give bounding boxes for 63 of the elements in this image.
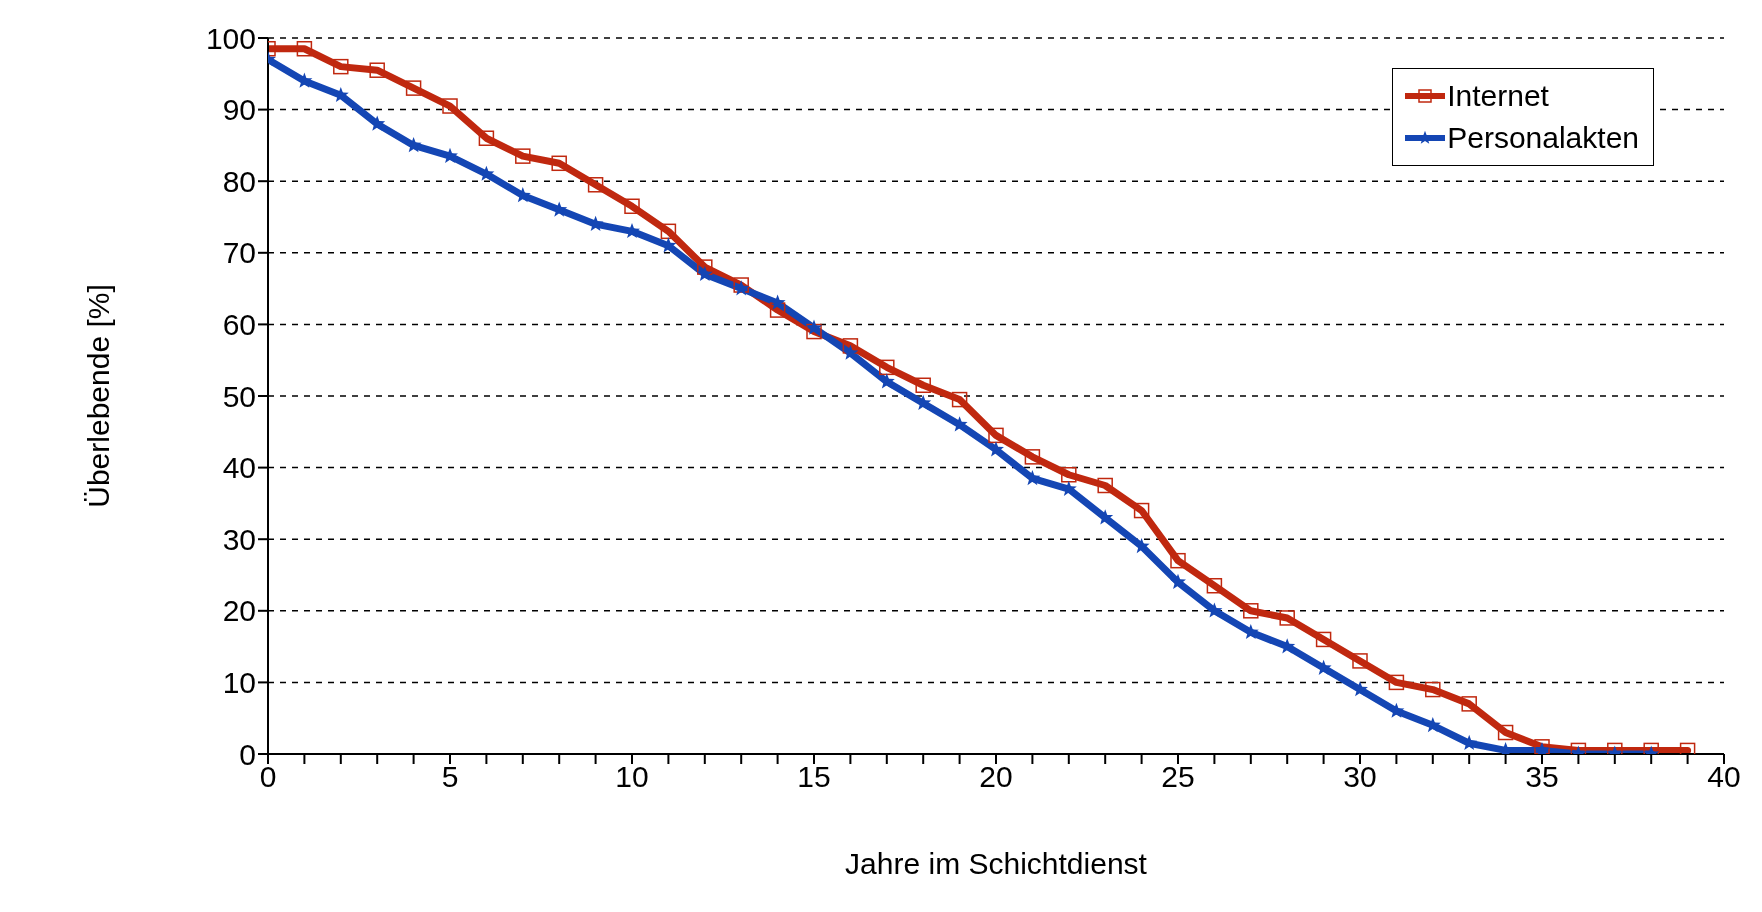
y-tick-label: 0	[239, 737, 256, 771]
point	[806, 319, 822, 335]
point	[296, 40, 313, 57]
y-tick-label: 90	[222, 93, 256, 127]
point	[1388, 674, 1405, 691]
point	[1461, 696, 1477, 712]
y-tick-label: 80	[222, 164, 256, 198]
point	[1497, 724, 1514, 741]
point	[988, 427, 1004, 444]
point	[915, 377, 931, 394]
y-axis-title: Überlebende [%]	[81, 284, 115, 508]
y-tick-label: 20	[222, 594, 256, 628]
point	[951, 391, 968, 408]
point	[842, 344, 859, 360]
point	[515, 148, 531, 164]
legend-label: Personalakten	[1447, 121, 1639, 155]
point	[879, 359, 895, 376]
point	[1352, 653, 1368, 669]
y-tick-label: 10	[222, 666, 256, 700]
point	[1133, 502, 1150, 519]
point	[587, 177, 604, 193]
y-tick-label: 100	[205, 21, 256, 55]
point	[806, 323, 822, 340]
x-tick-label: 35	[1525, 760, 1559, 794]
point	[1243, 603, 1259, 619]
point	[1061, 467, 1077, 483]
point	[1024, 449, 1041, 465]
x-tick-label: 5	[441, 760, 459, 794]
y-tick-label: 60	[222, 308, 256, 342]
point	[1133, 537, 1150, 554]
x-tick-label: 10	[615, 760, 649, 794]
point	[1425, 681, 1441, 698]
point	[660, 223, 677, 240]
point	[842, 338, 859, 354]
point	[405, 80, 422, 96]
point	[1206, 602, 1223, 618]
point	[1206, 577, 1223, 594]
point	[624, 198, 640, 215]
legend-label: Internet	[1447, 79, 1549, 113]
point	[696, 265, 713, 282]
point	[1315, 631, 1332, 648]
point	[1279, 610, 1295, 626]
point	[1170, 552, 1186, 569]
point	[551, 155, 567, 172]
point	[369, 62, 385, 78]
point	[478, 130, 495, 146]
point	[1097, 477, 1113, 494]
point	[442, 98, 458, 114]
x-tick-label: 25	[1161, 760, 1195, 794]
point	[333, 58, 349, 75]
x-tick-label: 15	[797, 760, 831, 794]
y-tick-label: 40	[222, 451, 256, 485]
y-tick-label: 30	[222, 522, 256, 556]
point	[697, 259, 713, 275]
y-tick-label: 50	[222, 379, 256, 413]
x-tick-label: 0	[259, 760, 277, 794]
point	[1170, 573, 1186, 589]
x-axis-title: Jahre im Schichtdienst	[845, 847, 1148, 880]
point	[769, 302, 786, 318]
x-tick-label: 30	[1343, 760, 1377, 794]
x-tick-label: 40	[1707, 760, 1741, 794]
x-tick-label: 20	[979, 760, 1013, 794]
y-tick-label: 70	[222, 236, 256, 270]
